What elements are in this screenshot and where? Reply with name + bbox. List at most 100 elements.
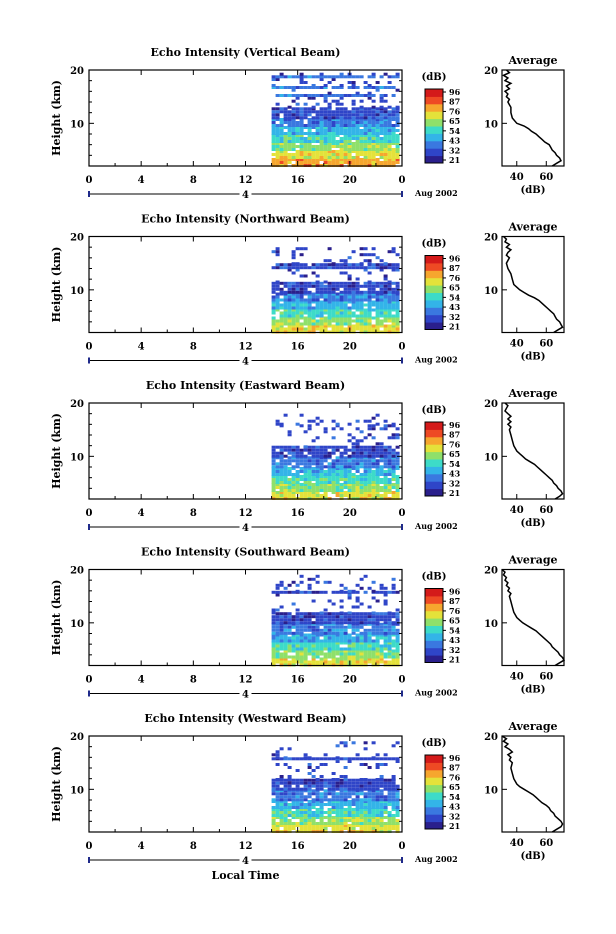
heatmap-cell (391, 800, 396, 803)
heatmap-cell (347, 787, 352, 791)
heatmap-cell (331, 262, 336, 266)
heatmap-cell (287, 281, 292, 285)
heatmap-cell (319, 129, 324, 132)
heatmap-cell (287, 308, 292, 312)
colorbar-swatch (425, 640, 443, 649)
heatmap-cell (315, 303, 320, 307)
heatmap-cell (395, 107, 400, 111)
heatmap-cell (343, 153, 348, 156)
heatmap-cell (283, 641, 288, 645)
heatmap-cell (379, 303, 384, 307)
heatmap-cell (303, 107, 308, 111)
heatmap-cell (303, 153, 308, 156)
heatmap-cell (375, 644, 380, 648)
heatmap-cell (303, 486, 308, 489)
heatmap-cell (327, 781, 332, 785)
heatmap-cell (343, 118, 348, 121)
heatmap-cell (343, 110, 348, 114)
heatmap-cell (311, 577, 316, 581)
heatmap-cell (343, 475, 348, 478)
heatmap-cell (283, 806, 288, 809)
heatmap-cell (371, 633, 376, 637)
heatmap-cell (307, 586, 312, 590)
heatmap-cell (327, 816, 332, 819)
heatmap-cell (331, 478, 336, 481)
heatmap-cell (379, 161, 384, 164)
heatmap-cell (347, 625, 352, 629)
colorbar-swatch (425, 270, 443, 279)
heatmap-cell (295, 800, 300, 803)
heatmap-cell (299, 652, 304, 656)
heatmap-cell (371, 491, 376, 494)
heatmap-cell (291, 266, 296, 270)
heatmap-cell (299, 129, 304, 132)
heatmap-cell (295, 290, 300, 294)
heatmap-cell (319, 448, 324, 452)
heatmap-cell (363, 140, 368, 143)
heatmap-cell (383, 142, 388, 145)
heatmap-cell (383, 647, 388, 651)
heatmap-cell (363, 121, 368, 124)
heatmap-cell (367, 475, 372, 478)
heatmap-cell (271, 113, 276, 117)
heatmap-cell (287, 489, 292, 492)
heatmap-cell (271, 107, 276, 111)
heatmap-cell (287, 319, 292, 323)
heatmap-cell (287, 766, 292, 769)
heatmap-cell (311, 652, 316, 656)
heatmap-cell (363, 822, 368, 825)
heatmap-cell (375, 636, 380, 640)
heatmap-cell (347, 81, 352, 84)
heatmap-cell (295, 481, 300, 484)
heatmap-cell (323, 292, 328, 296)
heatmap-cell (323, 494, 328, 497)
heatmap-cell (359, 615, 364, 619)
heatmap-cell (379, 655, 384, 659)
heatmap-cell (327, 483, 332, 486)
heatmap-cell (271, 303, 276, 307)
heatmap-cell (307, 763, 312, 766)
heatmap-cell (395, 292, 400, 296)
heatmap-cell (371, 86, 376, 89)
heatmap-cell (323, 263, 328, 267)
heatmap-cell (271, 148, 276, 151)
heatmap-cell (367, 259, 372, 263)
heatmap-cell (339, 489, 344, 492)
heatmap-cell (367, 491, 372, 494)
heatmap-cell (395, 494, 400, 497)
heatmap-cell (283, 145, 288, 148)
heatmap-cell (271, 266, 276, 270)
heatmap-cell (299, 113, 304, 117)
heatmap-cell (375, 798, 380, 802)
heatmap-cell (323, 145, 328, 148)
heatmap-cell (311, 806, 316, 809)
heatmap-cell (391, 137, 396, 140)
heatmap-cell (303, 148, 308, 151)
heatmap-cell (355, 803, 360, 806)
heatmap-cell (343, 94, 348, 97)
heatmap-cell (303, 158, 308, 161)
heatmap-cell (355, 298, 360, 302)
heatmap-cell (335, 140, 340, 143)
heatmap-cell (367, 445, 372, 449)
heatmap-cell (371, 99, 376, 103)
heatmap-cell (387, 132, 392, 135)
heatmap-cell (351, 445, 356, 449)
heatmap-cell (279, 142, 284, 145)
heatmap-cell (323, 781, 328, 785)
heatmap-cell (391, 757, 396, 761)
heatmap-cell (299, 647, 304, 651)
heatmap-cell (367, 822, 372, 825)
heatmap-cell (331, 156, 336, 159)
heatmap-cell (351, 145, 356, 148)
heatmap-cell (331, 647, 336, 651)
heatmap-cell (355, 647, 360, 651)
average-profile-line (501, 69, 562, 167)
heatmap-cell (283, 491, 288, 494)
x-tick-label: 12 (239, 841, 253, 852)
heatmap-cell (307, 132, 312, 135)
x-tick-label: 12 (239, 675, 253, 686)
heatmap-cell (275, 295, 280, 299)
heatmap-cell (335, 795, 340, 799)
heatmap-cell (387, 156, 392, 159)
